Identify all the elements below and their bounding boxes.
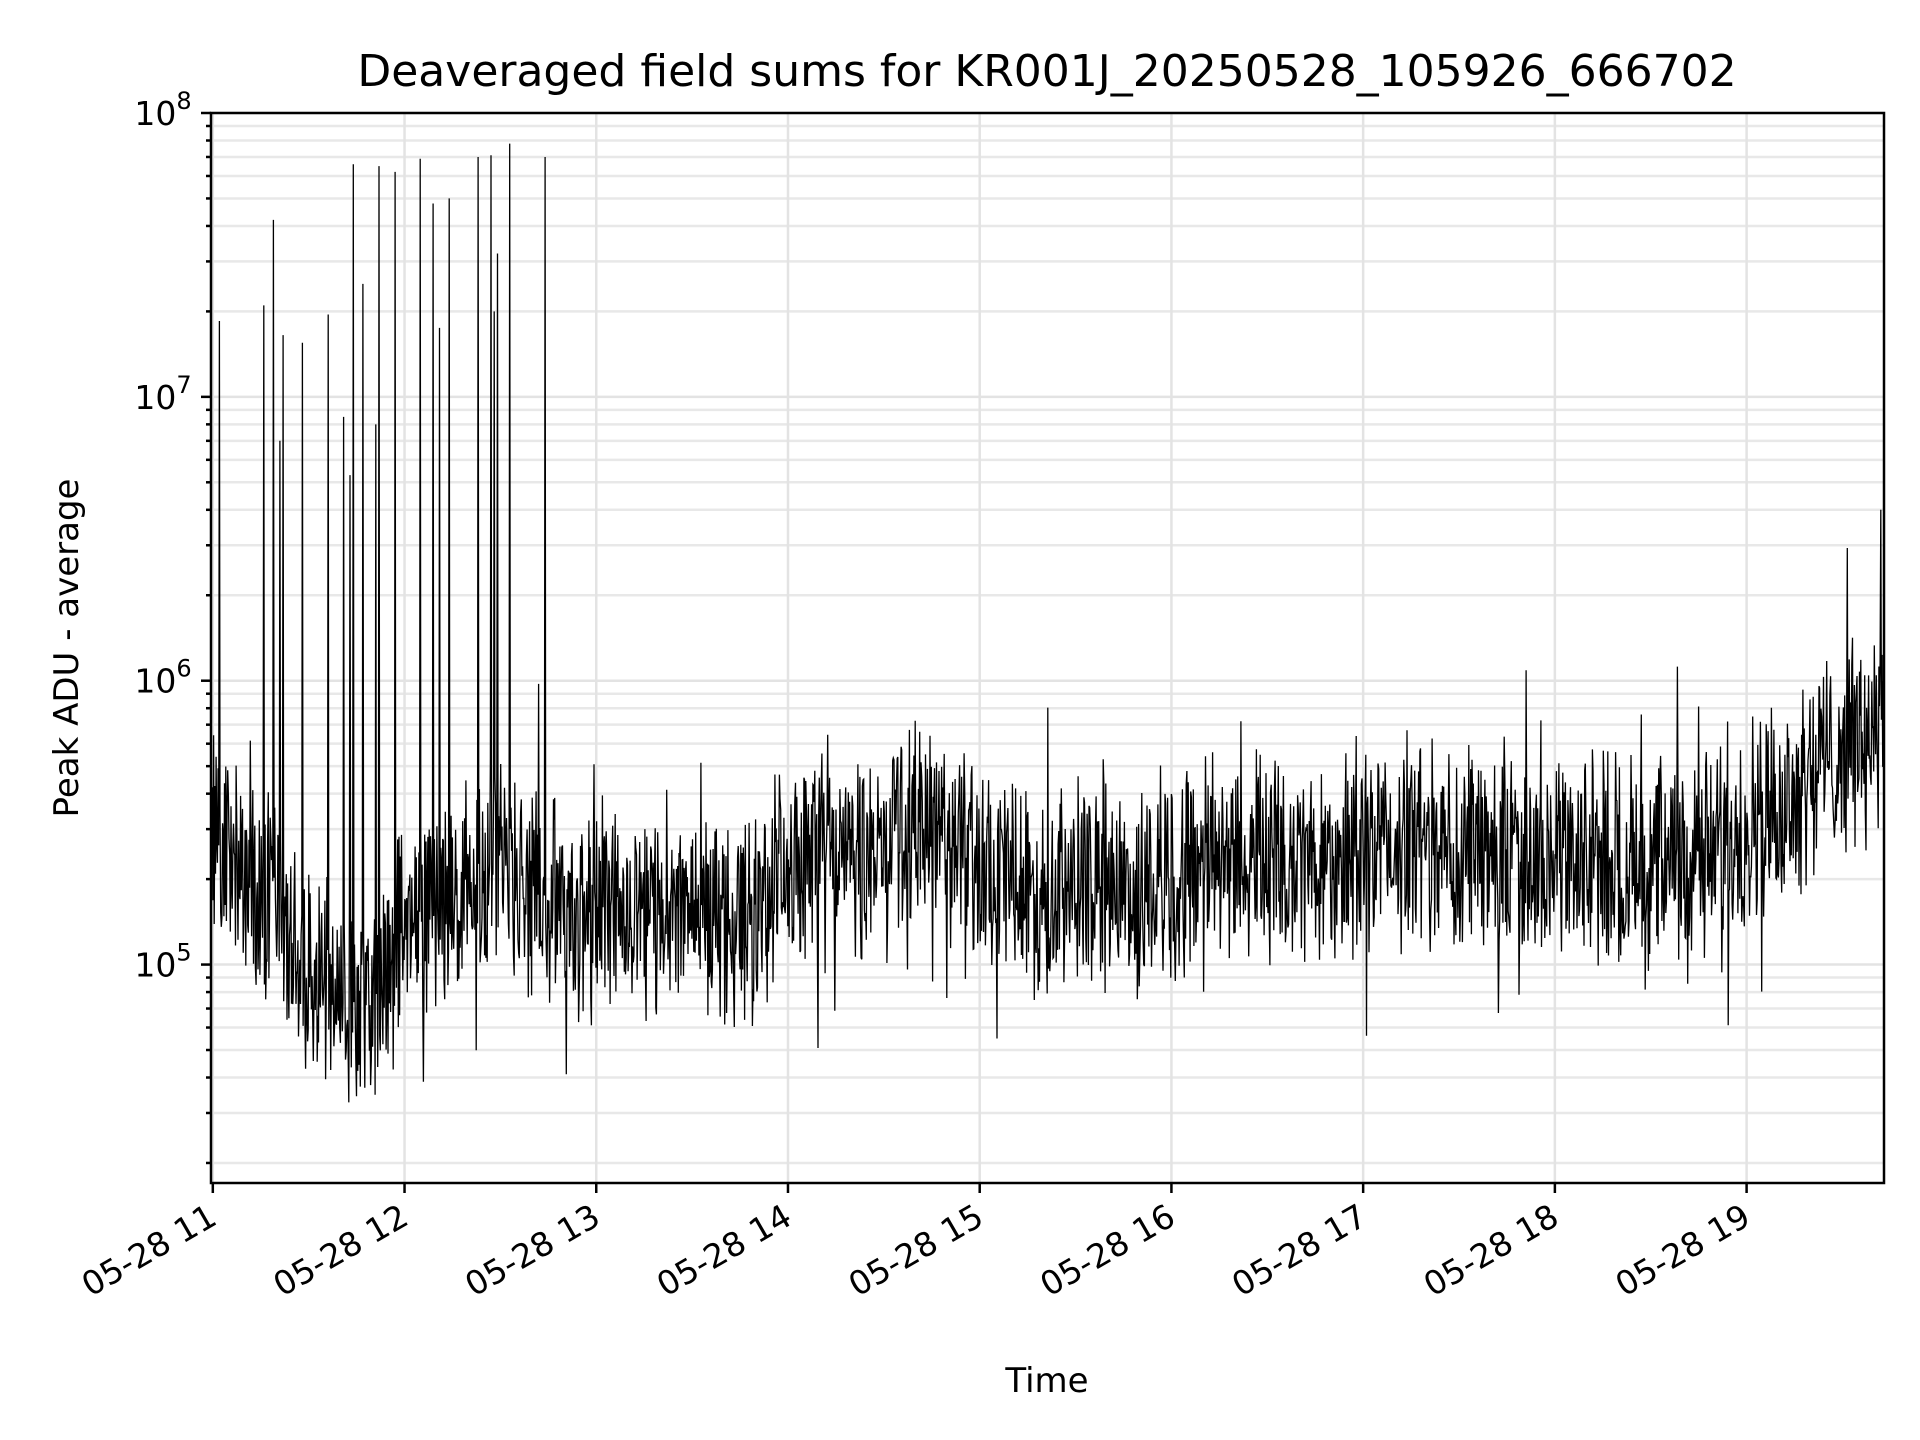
series-line <box>210 143 1885 1103</box>
x-axis-label: Time <box>1004 1361 1088 1401</box>
y-tick-label: 108 <box>134 87 191 133</box>
y-tick-label: 107 <box>134 371 191 417</box>
y-axis: 105 106 107 108 <box>134 87 211 1165</box>
chart-title: Deaveraged field sums for KR001J_2025052… <box>357 46 1736 97</box>
y-axis-label: Peak ADU - average <box>47 479 87 818</box>
plot-frame <box>209 111 1886 1185</box>
y-tick-label: 105 <box>134 939 191 985</box>
plot-area <box>210 143 1885 1103</box>
y-tick-label: 106 <box>134 655 191 701</box>
